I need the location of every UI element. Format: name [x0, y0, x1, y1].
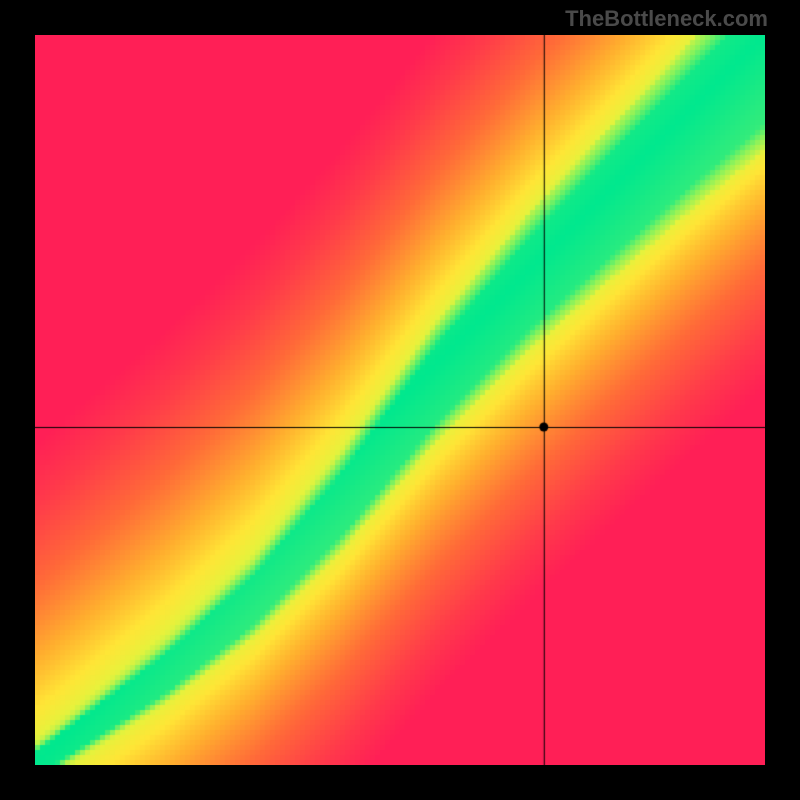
- bottleneck-heatmap: [35, 35, 765, 765]
- watermark-text: TheBottleneck.com: [565, 6, 768, 32]
- chart-container: TheBottleneck.com: [0, 0, 800, 800]
